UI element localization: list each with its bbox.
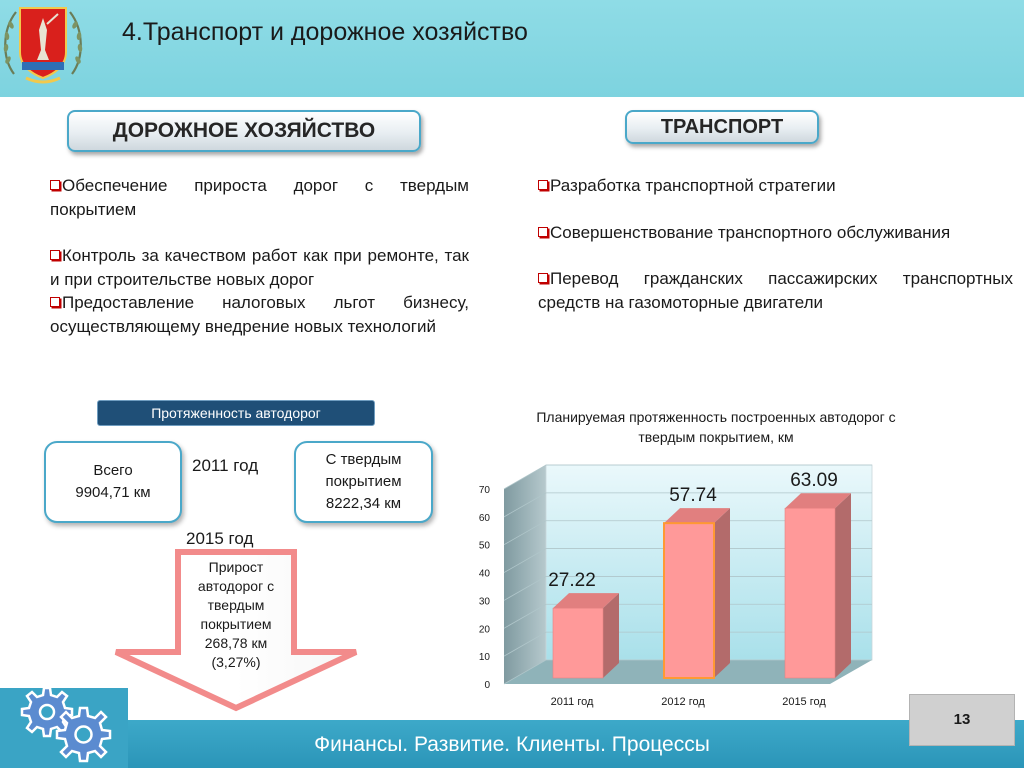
bar — [663, 508, 730, 679]
list-item-text: Контроль за качеством работ как при ремо… — [50, 246, 469, 289]
bar-top — [664, 508, 730, 524]
chart-title: Планируемая протяженность построенных ав… — [536, 409, 896, 445]
total-length-box: Всего 9904,71 км — [44, 441, 182, 523]
bar-top — [785, 493, 851, 509]
list-item: Обеспечение прироста дорог с твердым пок… — [50, 174, 469, 221]
list-item: Разработка транспортной стратегии — [538, 174, 1013, 198]
total-length-value: 9904,71 км — [75, 484, 151, 501]
y-tick-label: 30 — [479, 596, 491, 607]
list-item-text: Разработка транспортной стратегии — [550, 176, 836, 195]
hard-surface-title-line2: покрытием — [325, 473, 402, 490]
transport-measures-list: Разработка транспортной стратегии Соверш… — [538, 174, 1013, 314]
gridline — [503, 576, 872, 601]
slide-title: 4.Транспорт и дорожное хозяйство — [122, 18, 528, 46]
growth-line: твердым — [207, 597, 265, 613]
checkbox-bullet-icon — [50, 250, 60, 260]
total-length-title: Всего — [93, 462, 133, 479]
bar — [784, 493, 851, 679]
bar-side — [603, 593, 619, 678]
growth-percent: (3,27%) — [211, 654, 261, 670]
list-item: Совершенствование транспортного обслужив… — [538, 221, 1013, 245]
y-tick-label: 60 — [479, 513, 491, 524]
hard-surface-length-box: С твердым покрытием 8222,34 км — [294, 441, 433, 523]
y-tick-label: 20 — [479, 624, 491, 635]
x-axis-tick-labels: 2011 год 2012 год 2015 год — [551, 696, 827, 708]
bar — [552, 593, 619, 679]
checkbox-bullet-icon — [50, 180, 60, 190]
bar-front — [663, 522, 715, 679]
bar-value-label: 63.09 — [790, 470, 838, 491]
growth-line: покрытием — [200, 616, 272, 632]
x-tick-label: 2015 год — [782, 696, 826, 708]
bar-front — [784, 507, 836, 679]
road-measures-list: Обеспечение прироста дорог с твердым пок… — [50, 174, 469, 338]
y-tick-label: 40 — [479, 569, 491, 580]
y-tick-label: 50 — [479, 541, 491, 552]
page-number: 13 — [909, 694, 1015, 746]
growth-line: Прирост — [208, 559, 264, 575]
header-bar — [0, 0, 1024, 97]
chart-gridlines — [503, 464, 872, 685]
list-item: Контроль за качеством работ как при ремо… — [50, 244, 469, 291]
bar-front — [552, 607, 604, 679]
bar-top — [553, 593, 619, 609]
gridline — [503, 464, 872, 490]
year-2015-label: 2015 год — [186, 529, 254, 548]
gears-icon — [20, 686, 112, 763]
hard-surface-title-line1: С твердым — [325, 451, 402, 468]
bar-side — [835, 493, 851, 678]
list-item: Перевод гражданских пассажирских транспо… — [538, 267, 1013, 314]
y-tick-label: 10 — [479, 652, 491, 663]
year-2011-label: 2011 год — [192, 456, 259, 475]
gridline — [503, 631, 872, 657]
x-tick-label: 2012 год — [661, 696, 705, 708]
gridline — [503, 603, 872, 629]
down-arrow-icon — [114, 549, 358, 712]
footer-tagline: Финансы. Развитие. Клиенты. Процессы — [314, 733, 710, 756]
list-item-text: Перевод гражданских пассажирских транспо… — [538, 269, 1013, 312]
chart-bars: 27.22 57.74 63.09 — [548, 470, 851, 679]
growth-line: автодорог с — [197, 578, 275, 594]
growth-description: Прирост автодорог с твердым покрытием 26… — [178, 558, 294, 672]
x-tick-label: 2011 год — [551, 696, 594, 708]
y-axis-tick-labels: 0 10 20 30 40 50 60 70 — [479, 485, 491, 691]
list-item-text: Предоставление налоговых льгот бизнесу, … — [50, 293, 469, 336]
checkbox-bullet-icon — [538, 180, 548, 190]
y-tick-label: 70 — [479, 485, 491, 496]
chart-side-wall — [504, 465, 546, 684]
bar-side — [714, 508, 730, 678]
emblem-icon — [3, 7, 83, 84]
checkbox-bullet-icon — [538, 273, 548, 283]
roads-length-label: Протяженность автодорог — [97, 400, 375, 426]
gridline — [503, 659, 872, 685]
list-item-text: Обеспечение прироста дорог с твердым пок… — [50, 176, 469, 219]
gridline — [503, 492, 872, 518]
checkbox-bullet-icon — [538, 226, 548, 237]
list-item: Предоставление налоговых льгот бизнесу, … — [50, 291, 469, 338]
growth-value: 268,78 км — [204, 635, 268, 651]
footer-bar — [0, 720, 1024, 768]
transport-section-header: ТРАНСПОРТ — [625, 110, 819, 144]
road-section-header: ДОРОЖНОЕ ХОЗЯЙСТВО — [67, 110, 421, 152]
bar-value-label: 57.74 — [669, 485, 717, 506]
gridline — [503, 520, 872, 546]
bar-value-label: 27.22 — [548, 570, 596, 591]
list-item-text: Совершенствование транспортного обслужив… — [550, 222, 951, 242]
y-tick-label: 0 — [484, 680, 490, 691]
gridline — [503, 548, 872, 573]
checkbox-bullet-icon — [50, 297, 60, 307]
hard-surface-value: 8222,34 км — [325, 495, 402, 512]
road-length-bar-chart: 0 10 20 30 40 50 60 70 27.22 57.74 63.09 2011 год… — [479, 464, 873, 708]
